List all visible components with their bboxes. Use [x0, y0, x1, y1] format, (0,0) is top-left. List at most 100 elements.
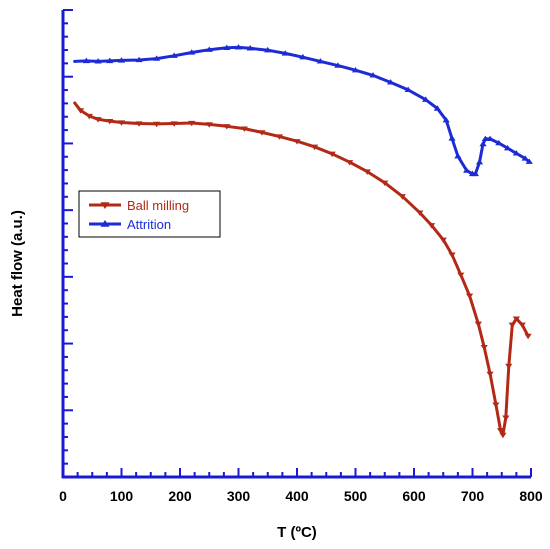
- legend-label-ball-milling: Ball milling: [127, 198, 189, 213]
- series-line-attrition: [73, 45, 531, 176]
- data-point: [495, 139, 503, 146]
- series-ball-milling: [73, 101, 532, 439]
- data-point: [486, 371, 494, 378]
- data-point: [369, 72, 377, 78]
- data-point: [264, 46, 272, 53]
- data-point: [258, 130, 266, 136]
- x-tick-label: 600: [402, 488, 426, 504]
- data-point: [387, 79, 395, 85]
- x-tick-label: 300: [227, 488, 251, 504]
- data-point: [512, 150, 520, 156]
- data-point: [518, 322, 526, 328]
- data-point: [499, 432, 507, 439]
- data-point: [521, 155, 529, 161]
- legend-marker-ball-milling: [100, 202, 110, 210]
- data-point: [293, 139, 301, 145]
- data-point: [457, 272, 465, 279]
- data-point: [135, 56, 143, 63]
- data-point: [153, 121, 161, 128]
- data-point: [404, 86, 412, 93]
- x-tick-label: 100: [110, 488, 134, 504]
- data-point: [170, 52, 178, 58]
- data-point: [481, 135, 489, 142]
- data-point: [188, 120, 196, 127]
- data-point: [463, 167, 471, 173]
- data-point: [188, 49, 196, 55]
- data-point: [416, 210, 424, 216]
- x-tick-label: 0: [59, 488, 67, 504]
- data-point: [328, 151, 336, 158]
- series-layer: [73, 44, 533, 439]
- data-point: [492, 402, 500, 408]
- data-point: [94, 117, 102, 123]
- data-point: [525, 158, 533, 164]
- legend-item-attrition: Attrition: [89, 217, 171, 232]
- data-point: [381, 180, 389, 187]
- data-point: [505, 363, 513, 370]
- data-point: [524, 333, 532, 340]
- x-tick-label: 500: [344, 488, 368, 504]
- data-point: [363, 169, 371, 175]
- data-point: [512, 316, 520, 322]
- x-tick-label: 400: [285, 488, 309, 504]
- data-point: [240, 126, 248, 132]
- x-tick-label: 700: [461, 488, 485, 504]
- data-point: [310, 144, 319, 151]
- legend-label-attrition: Attrition: [127, 217, 171, 232]
- data-point: [480, 345, 488, 351]
- legend-item-ball-milling: Ball milling: [89, 198, 189, 213]
- legend: Ball milling Attrition: [78, 190, 221, 238]
- data-point: [471, 170, 480, 177]
- data-point: [106, 57, 114, 64]
- data-point: [85, 113, 93, 120]
- data-point: [479, 140, 487, 147]
- legend-marker-attrition: [100, 219, 110, 227]
- data-point: [106, 118, 114, 125]
- series-line-ball-milling: [73, 101, 530, 437]
- data-point: [454, 152, 462, 159]
- data-point: [465, 293, 474, 300]
- data-point: [223, 124, 231, 130]
- data-point: [316, 58, 324, 64]
- data-point: [496, 428, 505, 434]
- data-point: [275, 134, 284, 140]
- data-point: [398, 194, 406, 200]
- y-axis-title: Heat flow (a.u.): [9, 210, 26, 317]
- data-point: [153, 55, 161, 61]
- data-point: [117, 120, 126, 126]
- data-point: [82, 57, 90, 64]
- x-tick-label: 200: [168, 488, 192, 504]
- data-point: [299, 53, 307, 60]
- data-point: [448, 252, 456, 258]
- data-point: [474, 321, 482, 328]
- x-tick-label: 800: [519, 488, 543, 504]
- data-point: [334, 62, 342, 68]
- data-point: [508, 322, 516, 328]
- data-point: [223, 44, 231, 50]
- data-point: [427, 223, 436, 229]
- data-point: [422, 96, 430, 102]
- axes: 0 100 200 300 400 500 600 700 800: [59, 9, 543, 504]
- data-point: [205, 46, 213, 52]
- data-point: [346, 160, 354, 166]
- data-point: [117, 57, 126, 63]
- series-attrition: [73, 44, 533, 177]
- data-point: [475, 159, 484, 165]
- legend-box: [78, 190, 221, 238]
- data-point: [433, 105, 441, 111]
- data-point: [351, 67, 360, 73]
- data-point: [94, 58, 102, 64]
- data-point: [502, 415, 510, 421]
- data-point: [486, 135, 494, 142]
- x-axis-title: T (ºC): [277, 524, 317, 541]
- data-point: [234, 44, 243, 50]
- data-point: [205, 122, 213, 128]
- data-point: [448, 135, 456, 141]
- data-point: [135, 121, 143, 127]
- data-point: [281, 50, 289, 56]
- data-point: [246, 45, 254, 51]
- data-point: [76, 108, 85, 114]
- data-point: [504, 144, 512, 151]
- data-point: [439, 237, 447, 244]
